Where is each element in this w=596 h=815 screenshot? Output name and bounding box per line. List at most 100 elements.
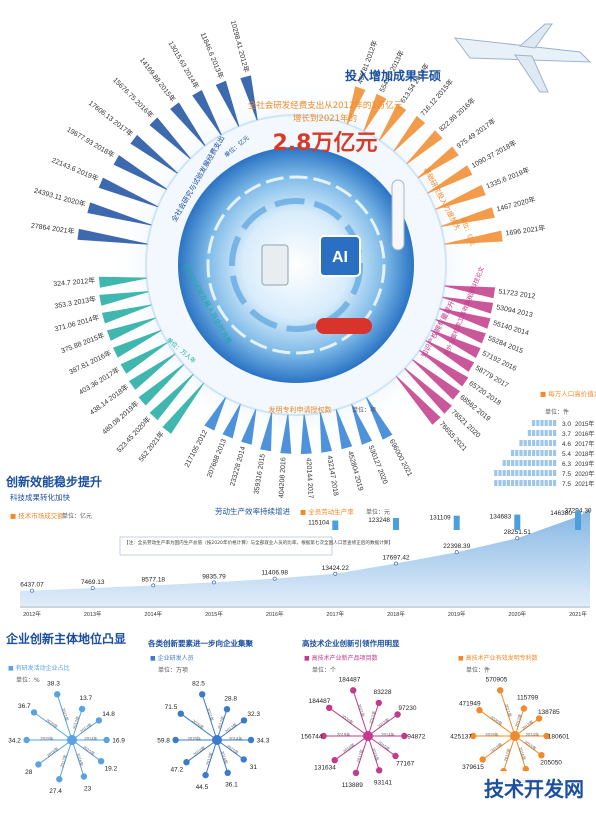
sci_papers-value-2: 55140 2014 [492,320,530,337]
radial-year-1-7: 2019年 [187,735,201,742]
radial-unit-0: 单位：% [16,676,40,684]
basic_research-bar-7 [435,184,486,210]
hv-cell-4-6 [527,460,531,466]
radial-value-0-0: 13.7 [79,695,92,702]
train-icon [316,318,372,334]
radial-value-0-6: 28 [25,769,33,776]
patents_granted-bar-2 [241,409,257,445]
tech-market-value-0: 6437.07 [20,582,44,589]
radial-value-1-8: 71.5 [165,704,178,711]
patents_granted-bar-3 [260,412,273,452]
hv-cell-0-5 [532,420,536,426]
hv-value-0: 3.0 [562,421,571,428]
hv-value-3: 5.4 [562,451,571,458]
tech-market-point-7 [454,550,459,555]
radial-value-3-3: 205050 [540,760,562,767]
radial-node-1-7 [172,736,179,744]
hv-cell-3-9 [515,450,519,456]
radial-year-3-3: 2015年 [523,738,538,752]
hv-cell-0-1 [548,420,552,426]
radial-spoke-2-0 [367,702,380,737]
radial-year-0-7: 2019年 [40,735,54,742]
radial-sub-3: ■ 高技术产业有效发明专利数 [458,654,538,662]
label-patents-unit: 单位：项 [352,406,376,414]
hv-cell-1-5 [532,430,536,436]
radial-value-2-2: 94872 [407,734,425,741]
researchers-value-1: 353.3 2013年 [54,294,97,310]
radial-spoke-3-1 [514,718,540,737]
hv-cell-3-4 [536,450,540,456]
hv-year-4: 2019年 [575,460,594,468]
patents_granted-bar-8 [351,404,373,445]
radial-value-3-9: 570905 [486,676,508,683]
x-tick-6: 2018年 [387,610,405,618]
radial-value-3-1: 138785 [538,709,560,716]
rnd_spending-value-3: 14169.88 2015年 [138,56,178,104]
core-ring [206,175,386,355]
labor-value-4: 146380 [550,510,572,517]
radial-node-1-8 [177,710,184,717]
hv-cell-5-3 [540,470,544,476]
hv-cell-4-0 [553,460,557,466]
hv-year-2: 2017年 [575,440,594,448]
basic_research-bar-3 [393,115,426,152]
hv-cell-3-8 [519,450,523,456]
tech-market-point-3 [212,580,216,585]
hv-cell-6-8 [519,480,523,486]
hv-cell-2-5 [532,440,536,446]
hv-cell-4-3 [540,460,544,466]
radial-year-0-6: 2018年 [45,745,60,759]
patents_granted-value-6: 432147 2018 [325,455,339,497]
labor-bar-4 [575,511,581,530]
radial-spoke-1-3 [216,739,244,760]
radial-node-2-8 [326,704,333,711]
tech-market-value-8: 28251.51 [504,529,531,536]
rnd_spending-bar-8 [87,202,152,226]
radial-node-0-3 [97,758,105,765]
radial-year-2-8: 2020年 [340,712,355,726]
radial-spoke-0-4 [71,739,85,777]
basic_research-value-7: 1335.6 2019年 [485,165,531,190]
radial-year-2-9: 2021年 [356,703,367,718]
rnd_spending-value-2: 13015.63 2014年 [166,39,201,90]
radial-node-2-1 [394,711,401,718]
radial-title-2: 高技术企业创新引领作用明显 [302,638,400,648]
tech-market-value-7: 22398.39 [443,543,470,550]
rnd_spending-value-7: 22143.6 2019年 [51,155,100,183]
hv-cell-4-7 [523,460,527,466]
hv-cell-5-10 [511,470,515,476]
hv-cell-6-13 [498,480,502,486]
sci_papers-bar-2 [439,308,491,329]
tech-market-value-3: 9835.79 [202,573,226,580]
tech-market-unit: 单位：亿元 [62,512,92,520]
rnd_spending-bar-2 [192,90,222,136]
radial-value-2-1: 97230 [398,705,416,712]
radial-node-1-9 [199,691,206,698]
hv-cell-1-3 [540,430,544,436]
radial-value-1-2: 34.3 [257,738,270,745]
patents_granted-bar-9 [366,397,393,440]
radial-value-3-6: 379615 [462,764,484,771]
basic_research-value-2: 613.54 2014年 [398,62,431,105]
hv-value-1: 3.7 [562,431,571,438]
radial-node-3-2 [543,732,550,740]
researchers-bar-0 [98,276,147,288]
radial-title-1: 各类创新要素进一步向企业集聚 [147,638,253,648]
radial-value-2-5: 113889 [342,782,364,789]
x-tick-8: 2020年 [508,610,526,618]
radial-sub-1: ■ 企业研发人员 [150,654,194,662]
radial-node-1-6 [183,759,190,766]
hv-cell-1-4 [536,430,540,436]
radial-node-0-5 [56,776,63,783]
labor-value-3: 134683 [490,514,512,521]
tech-market-point-4 [272,576,277,581]
hv-cell-2-8 [519,440,523,446]
rnd_spending-bar-6 [113,155,167,190]
hv-cell-2-1 [548,440,552,446]
radial-value-1-9: 82.5 [192,680,205,687]
radial-value-1-1: 32.3 [247,711,260,718]
labor-value-0: 115104 [308,520,330,527]
patents_granted-bar-7 [335,409,353,450]
radial-node-0-0 [78,705,86,713]
